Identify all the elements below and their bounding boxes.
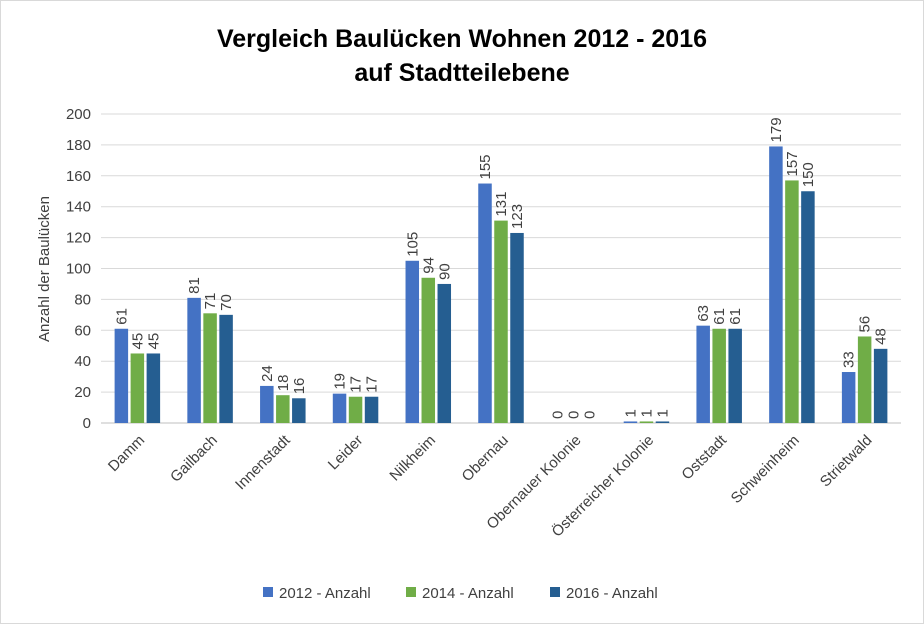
- data-label: 1: [654, 409, 671, 417]
- y-tick-label: 80: [74, 291, 91, 308]
- data-label: 18: [275, 375, 292, 392]
- bar: [841, 372, 856, 423]
- data-label: 33: [841, 351, 858, 368]
- y-tick-label: 120: [66, 230, 91, 247]
- data-label: 94: [420, 257, 437, 274]
- data-label: 71: [202, 293, 219, 310]
- data-label: 179: [768, 117, 785, 142]
- bar: [292, 398, 306, 423]
- y-tick-label: 140: [66, 199, 91, 216]
- data-label: 61: [113, 308, 130, 325]
- x-tick-label: Nilkheim: [386, 432, 439, 485]
- y-tick-label: 200: [66, 106, 91, 123]
- x-tick-label: Obernau: [459, 432, 512, 485]
- data-label: 45: [129, 333, 146, 350]
- data-label: 0: [550, 411, 567, 419]
- bar: [114, 328, 129, 423]
- legend-swatch: [550, 587, 560, 597]
- legend-label: 2014 - Anzahl: [422, 585, 514, 602]
- bar: [364, 396, 379, 423]
- data-label: 56: [857, 316, 874, 333]
- data-label: 70: [218, 294, 235, 311]
- bar: [260, 385, 274, 423]
- data-label: 123: [509, 204, 526, 229]
- y-tick-label: 100: [66, 261, 91, 278]
- data-label: 19: [332, 373, 349, 390]
- bar: [203, 313, 217, 423]
- data-label: 157: [784, 151, 801, 176]
- data-label: 105: [404, 232, 421, 257]
- bar: [801, 191, 815, 423]
- legend: 2012 - Anzahl 2014 - Anzahl 2016 - Anzahl: [263, 585, 658, 602]
- bar: [769, 146, 783, 423]
- bar: [130, 353, 145, 423]
- bar: [219, 314, 233, 423]
- bar: [437, 283, 452, 423]
- data-label: 61: [711, 308, 728, 325]
- bar: [712, 328, 726, 423]
- y-tick-label: 40: [74, 353, 91, 370]
- chart-title: Vergleich Baulücken Wohnen 2012 - 2016: [217, 25, 707, 53]
- y-tick-label: 60: [74, 322, 91, 339]
- bar: [146, 353, 161, 423]
- x-tick-label: Innenstadt: [232, 431, 294, 493]
- bar: [405, 260, 420, 423]
- legend-label: 2012 - Anzahl: [279, 585, 371, 602]
- bar: [510, 232, 524, 423]
- legend-swatch: [406, 587, 416, 597]
- data-label: 0: [566, 411, 583, 419]
- data-label: 24: [259, 365, 276, 382]
- data-label: 155: [477, 154, 494, 179]
- x-tick-label: Leider: [325, 432, 367, 474]
- x-tick-label: Damm: [105, 432, 148, 475]
- data-label: 131: [493, 192, 510, 217]
- y-tick-label: 160: [66, 168, 91, 185]
- y-axis-ticks: 0 20 40 60 80 100 120 140 160 180 200: [66, 106, 91, 432]
- bar: [639, 421, 654, 423]
- bars: [114, 146, 888, 423]
- bar: [332, 393, 347, 423]
- data-label: 63: [695, 305, 712, 322]
- data-label: 81: [186, 277, 203, 294]
- bar: [696, 325, 710, 423]
- legend-swatch: [263, 587, 273, 597]
- data-label: 16: [291, 378, 308, 395]
- x-tick-label: Schweinheim: [728, 432, 803, 507]
- y-axis-label: Anzahl der Baulücken: [36, 196, 53, 342]
- data-label: 1: [638, 409, 655, 417]
- bar: [655, 421, 670, 423]
- legend-label: 2016 - Anzahl: [566, 585, 658, 602]
- bar: [873, 348, 888, 423]
- bar: [623, 421, 638, 423]
- bar: [276, 395, 290, 423]
- data-label: 61: [727, 308, 744, 325]
- x-tick-label: Oststadt: [678, 431, 730, 483]
- data-label: 48: [873, 328, 890, 345]
- bar: [187, 297, 201, 423]
- x-tick-label: Gailbach: [167, 432, 221, 486]
- bar: [785, 180, 799, 423]
- data-label: 1: [622, 409, 639, 417]
- chart-subtitle: auf Stadtteilebene: [354, 59, 569, 87]
- data-label: 150: [800, 162, 817, 187]
- x-axis-categories: Damm Gailbach Innenstadt Leider Nilkheim Ober…: [105, 431, 876, 540]
- data-label: 45: [145, 333, 162, 350]
- y-tick-label: 20: [74, 384, 91, 401]
- bar: [494, 220, 508, 423]
- data-label: 17: [348, 376, 365, 393]
- x-tick-label: Strietwald: [817, 432, 876, 491]
- bar: [478, 183, 492, 423]
- bar: [728, 328, 742, 423]
- data-label: 90: [436, 263, 453, 280]
- y-tick-label: 180: [66, 137, 91, 154]
- bar: [421, 277, 436, 423]
- data-label: 17: [364, 376, 381, 393]
- data-label: 0: [582, 411, 599, 419]
- bar: [348, 396, 363, 423]
- y-tick-label: 0: [83, 415, 91, 432]
- bar: [857, 336, 872, 423]
